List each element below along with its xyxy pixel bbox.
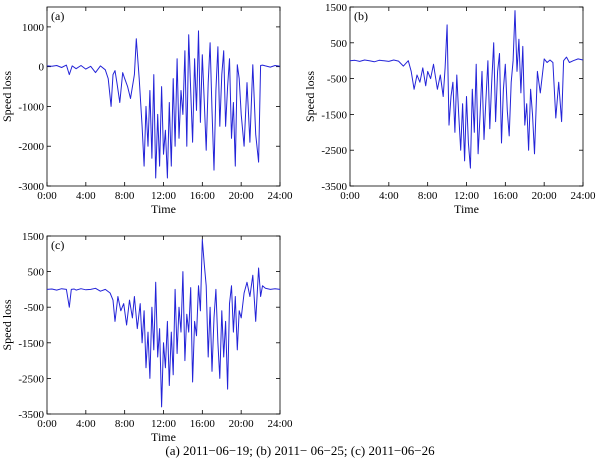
x-axis-label: Time [151,202,176,216]
y-tick-label: -1500 [18,338,44,350]
speed-loss-series-line [349,10,584,169]
panel-c: 0:00 4:00 8:00 12:00 16:00 20:00 24:00 1500 500 -… [0,231,293,444]
y-tick-label: 1500 [22,231,45,243]
x-tick-label: 4:00 [76,418,96,430]
x-tick-label: 24:00 [267,190,293,202]
y-tick-label: 1500 [325,2,348,14]
y-tick-label: -3500 [18,409,44,421]
x-tick-label: 20:00 [229,418,255,430]
speed-loss-series-line [46,30,281,179]
x-tick-label: 24:00 [570,190,596,202]
x-tick-label: 16:00 [190,418,216,430]
y-tick-label: 1000 [22,22,45,34]
x-tick-label: 20:00 [229,190,255,202]
x-axis-label: Time [454,202,479,216]
speed-loss-series-line [46,239,281,408]
y-tick-label: -1500 [321,109,347,121]
x-tick-label: 8:00 [115,190,135,202]
panel-label: (a) [51,9,64,23]
x-tick-label: 4:00 [379,190,399,202]
figure-caption: (a) 2011−06−19; (b) 2011− 06−25; (c) 201… [165,443,435,458]
panel-label: (c) [51,238,64,252]
x-tick-label: 12:00 [151,418,177,430]
y-axis-label: Speed loss [0,299,14,350]
x-axis-label: Time [151,430,176,444]
y-tick-label: -1000 [18,101,44,113]
x-tick-label: 0:00 [37,190,57,202]
plot-frame [46,235,281,415]
y-tick-label: 0 [39,62,45,74]
x-tick-label: 24:00 [267,418,293,430]
x-tick-label: 8:00 [115,418,135,430]
y-tick-label: 500 [28,267,45,279]
y-tick-label: -3000 [18,181,44,193]
x-tick-label: 0:00 [37,418,57,430]
x-tick-label: 16:00 [190,190,216,202]
x-tick-label: 4:00 [76,190,96,202]
y-axis-label: Speed loss [303,71,317,122]
x-tick-label: 20:00 [532,190,558,202]
y-tick-label: -2500 [18,373,44,385]
x-tick-label: 8:00 [418,190,438,202]
y-axis-label: Speed loss [0,71,14,122]
y-tick-label: -500 [327,74,348,86]
x-tick-label: 0:00 [340,190,360,202]
y-tick-label: -2000 [18,141,44,153]
panel-b: 0:00 4:00 8:00 12:00 16:00 20:00 24:00 1500 500 -… [303,2,596,216]
y-tick-label: -500 [24,302,45,314]
panel-label: (b) [354,9,368,23]
y-tick-label: 500 [331,38,348,50]
y-tick-label: -3500 [321,181,347,193]
x-tick-label: 16:00 [493,190,519,202]
y-tick-label: -2500 [321,145,347,157]
plot-frame [46,6,281,187]
panel-a: 0:00 4:00 8:00 12:00 16:00 20:00 24:00 1000 0 -10… [0,6,293,216]
x-tick-label: 12:00 [454,190,480,202]
x-tick-label: 12:00 [151,190,177,202]
